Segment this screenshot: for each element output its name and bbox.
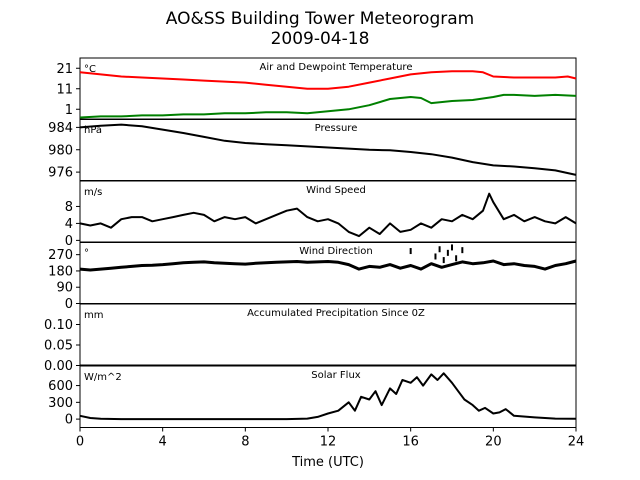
panel-unit-label: hPa xyxy=(84,125,102,136)
panel-title: Accumulated Precipitation Since 0Z xyxy=(247,308,425,319)
y-tick-label: 0.05 xyxy=(44,339,73,354)
panel-3: Wind Speed m/s 0 4 8 xyxy=(65,180,577,249)
x-tick-label: 16 xyxy=(402,435,419,450)
x-tick-label: 4 xyxy=(159,435,167,450)
panel-unit-label: W/m^2 xyxy=(84,372,122,383)
y-tick-label: 984 xyxy=(48,121,73,136)
wind-direction-point xyxy=(434,253,437,260)
panel-2: Pressure hPa 976 980 984 xyxy=(48,118,577,181)
series-line xyxy=(79,192,577,238)
y-tick-label: 0 xyxy=(65,413,73,428)
series-line xyxy=(79,372,577,421)
panel-title: Pressure xyxy=(315,123,358,134)
y-tick-label: 0 xyxy=(65,297,73,312)
wind-direction-point xyxy=(461,247,464,254)
panel-unit-label: ° xyxy=(84,248,89,259)
panel-6: Solar Flux W/m^2 0 300 600 xyxy=(48,365,577,428)
wind-direction-point xyxy=(438,246,441,253)
panel-title: Wind Direction xyxy=(299,246,373,257)
y-tick-label: 180 xyxy=(48,264,73,279)
y-tick-label: 300 xyxy=(48,396,73,411)
figure-subtitle: 2009-04-18 xyxy=(271,29,370,49)
wind-direction-point xyxy=(455,255,458,262)
panel-unit-label: °C xyxy=(84,64,96,75)
y-tick-label: 980 xyxy=(48,143,73,158)
panel-title: Wind Speed xyxy=(306,185,366,196)
panel-unit-label: m/s xyxy=(84,187,102,198)
y-tick-label: 270 xyxy=(48,248,73,263)
panel-title: Air and Dewpoint Temperature xyxy=(260,62,413,73)
y-tick-label: 21 xyxy=(56,62,73,77)
y-tick-label: 1 xyxy=(65,103,73,118)
wind-direction-point xyxy=(409,248,412,255)
panel-title: Solar Flux xyxy=(311,370,361,381)
panel-5: Accumulated Precipitation Since 0Z mm 0.00… xyxy=(44,303,577,374)
wind-direction-point xyxy=(451,244,453,251)
figure-title: AO&SS Building Tower Meteorogram xyxy=(166,9,474,29)
series-line xyxy=(79,123,577,176)
x-axis: 0 4 8 12 16 20 24 xyxy=(76,427,585,450)
y-tick-label: 4 xyxy=(65,217,73,232)
x-tick-label: 20 xyxy=(485,435,502,450)
series-line xyxy=(79,259,577,272)
y-tick-label: 0 xyxy=(65,234,73,249)
x-axis-label: Time (UTC) xyxy=(291,455,364,470)
y-tick-label: 976 xyxy=(48,166,73,181)
x-tick-label: 24 xyxy=(568,435,585,450)
y-tick-label: 8 xyxy=(65,200,73,215)
y-tick-label: 11 xyxy=(56,82,73,97)
x-tick-label: 12 xyxy=(320,435,337,450)
wind-direction-point xyxy=(446,249,449,256)
y-tick-label: 90 xyxy=(56,281,73,296)
series-line xyxy=(79,70,577,90)
series-line xyxy=(79,93,577,119)
x-tick-label: 8 xyxy=(241,435,249,450)
y-tick-label: 0.10 xyxy=(44,318,73,333)
panel-unit-label: mm xyxy=(84,310,103,321)
y-tick-label: 0.00 xyxy=(44,359,73,374)
wind-direction-point xyxy=(442,257,445,264)
panels: Air and Dewpoint Temperature°C11121Press… xyxy=(44,57,577,428)
y-tick-label: 600 xyxy=(48,379,73,394)
x-tick-label: 0 xyxy=(76,435,84,450)
